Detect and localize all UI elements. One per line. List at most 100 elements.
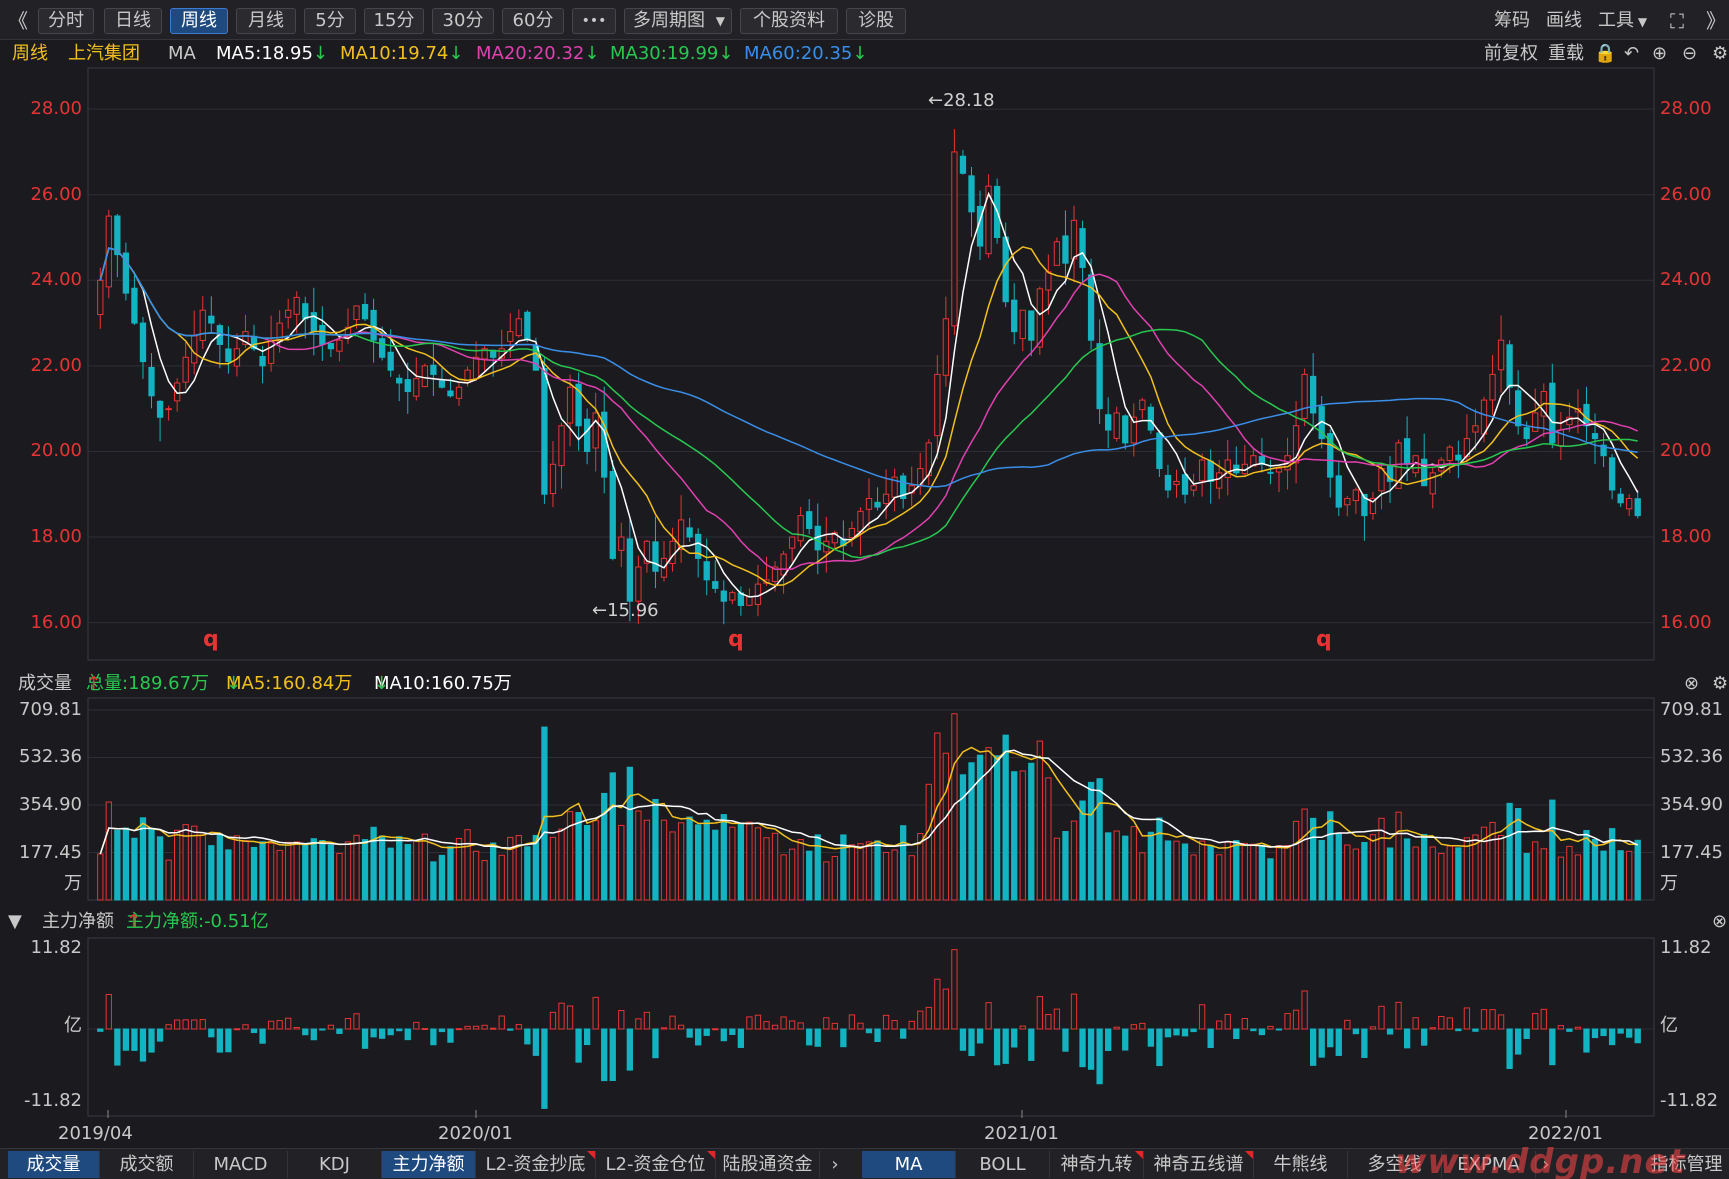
candle (677, 519, 685, 550)
tools-button[interactable]: 工具 ▼ (1598, 8, 1647, 35)
tab-15min[interactable]: 15分 (364, 8, 424, 34)
more-button[interactable]: ••• (572, 8, 616, 34)
flow-bar (643, 1011, 651, 1030)
volume-bar (1540, 848, 1547, 901)
zoom-out-icon[interactable]: ⊖ (1682, 43, 1698, 64)
candle (857, 510, 864, 533)
gear-icon[interactable]: ⚙ (1712, 673, 1729, 694)
flow-bar (626, 1028, 633, 1071)
tab-indicator-manage[interactable]: 指标管理 (1650, 1154, 1723, 1175)
volume-bar (1250, 843, 1257, 901)
tab-60min[interactable]: 60分 (502, 8, 564, 34)
tab-kdj[interactable]: KDJ (288, 1151, 382, 1178)
tab-volume[interactable]: 成交量 (8, 1151, 100, 1178)
flow-bar (404, 1028, 411, 1041)
tab-main-flow[interactable]: 主力净额 (382, 1151, 476, 1178)
ma20-line (99, 247, 1639, 571)
tab-l2-bottom[interactable]: L2-资金抄底 (476, 1151, 596, 1178)
tab-ma[interactable]: MA (862, 1151, 956, 1178)
close-icon[interactable]: ⊗ (1684, 673, 1700, 694)
volume-bar (293, 841, 300, 901)
candle (1395, 442, 1402, 489)
volume-bar (1600, 850, 1607, 901)
tab-weekly[interactable]: 周线 (170, 8, 228, 34)
flow-bar (1574, 1026, 1582, 1030)
flow-bar (1122, 1028, 1129, 1051)
volume-bar (1301, 808, 1308, 901)
candle (1070, 219, 1078, 260)
tab-boll[interactable]: BOLL (956, 1151, 1050, 1178)
flow-bar (421, 1028, 428, 1031)
volume-bar (1045, 777, 1052, 901)
volume-bar (1130, 826, 1137, 901)
close-icon[interactable]: ⊗ (1712, 911, 1728, 932)
tab-l2-position[interactable]: L2-资金仓位 (596, 1151, 716, 1178)
flow-bar (951, 949, 958, 1030)
lock-icon[interactable]: 🔒 (1594, 43, 1617, 64)
candle (720, 590, 727, 602)
tab-bull-bear[interactable]: 牛熊线 (1254, 1151, 1348, 1178)
tab-long-short[interactable]: 多空线 (1348, 1151, 1442, 1178)
candle (344, 326, 352, 338)
chevron-down-icon[interactable]: ▼ (8, 911, 22, 932)
volume-bar (199, 834, 206, 901)
chevron-right-icon[interactable]: › (1542, 1154, 1550, 1175)
draw-button[interactable]: 画线 (1546, 10, 1582, 31)
volume-bar (1455, 847, 1462, 901)
candle (1523, 427, 1530, 440)
volume-bar (336, 852, 343, 901)
candle (336, 339, 343, 352)
tab-expma[interactable]: EXPMA (1442, 1151, 1536, 1178)
indicator-name[interactable]: MA (168, 43, 196, 64)
flow-bar (1352, 1028, 1360, 1035)
q-marker: q (203, 627, 219, 652)
flow-bar (712, 1028, 719, 1031)
flow-bar (438, 1028, 446, 1033)
volume-bar (848, 844, 856, 901)
multi-period-dropdown[interactable]: 多周期图 ▼ (624, 8, 732, 34)
collapse-icon[interactable]: 《 (8, 9, 28, 33)
candle (199, 309, 206, 341)
gear-icon[interactable]: ⚙ (1712, 43, 1729, 64)
price-axis-label: 18.00 (1660, 526, 1712, 548)
diagnose-button[interactable]: 诊股 (846, 8, 906, 34)
volume-bar (1087, 781, 1095, 901)
adjust-button[interactable]: 前复权 (1484, 43, 1538, 64)
flow-bar (1617, 1028, 1624, 1034)
tab-turnover[interactable]: 成交额 (100, 1151, 194, 1178)
reload-button[interactable]: 重载 (1548, 43, 1584, 64)
volume-bar (97, 853, 104, 901)
flow-bar (430, 1028, 437, 1046)
undo-icon[interactable]: ↶ (1624, 43, 1640, 64)
chevron-right-icon[interactable]: › (831, 1154, 839, 1175)
tab-fenshi[interactable]: 分时 (38, 8, 94, 34)
tab-monthly[interactable]: 月线 (236, 8, 296, 34)
flow-bar (242, 1024, 249, 1030)
chevron-down-icon: ▼ (715, 14, 725, 28)
stock-profile-button[interactable]: 个股资料 (740, 8, 838, 34)
volume-bar (447, 846, 454, 901)
volume-unit-label: 万 (1660, 873, 1678, 894)
volume-bar (148, 827, 155, 901)
expand-icon[interactable]: 》 (1706, 9, 1726, 33)
low-annotation: ←15.96 (592, 600, 659, 621)
tab-daily[interactable]: 日线 (104, 8, 162, 34)
tab-5min[interactable]: 5分 (304, 8, 356, 34)
tab-nine-turn[interactable]: 神奇九转 (1050, 1151, 1144, 1178)
tab-30min[interactable]: 30分 (432, 8, 494, 34)
candle (1292, 425, 1300, 464)
zoom-in-icon[interactable]: ⊕ (1652, 43, 1668, 64)
tab-five-line[interactable]: 神奇五线谱 (1144, 1151, 1254, 1178)
tab-northbound[interactable]: 陆股通资金 (716, 1151, 820, 1178)
kline-chart-area[interactable] (0, 0, 1729, 1148)
volume-bar (729, 826, 736, 901)
flow-bar (1036, 996, 1043, 1030)
candle (1378, 468, 1385, 492)
fullscreen-icon[interactable]: ⛶ (1670, 9, 1684, 33)
chips-button[interactable]: 筹码 (1494, 10, 1530, 31)
tab-macd[interactable]: MACD (194, 1151, 288, 1178)
volume-bar (976, 754, 984, 901)
flow-bar (344, 1018, 352, 1030)
flow-bar (524, 1028, 531, 1045)
volume-bar (1241, 842, 1248, 901)
